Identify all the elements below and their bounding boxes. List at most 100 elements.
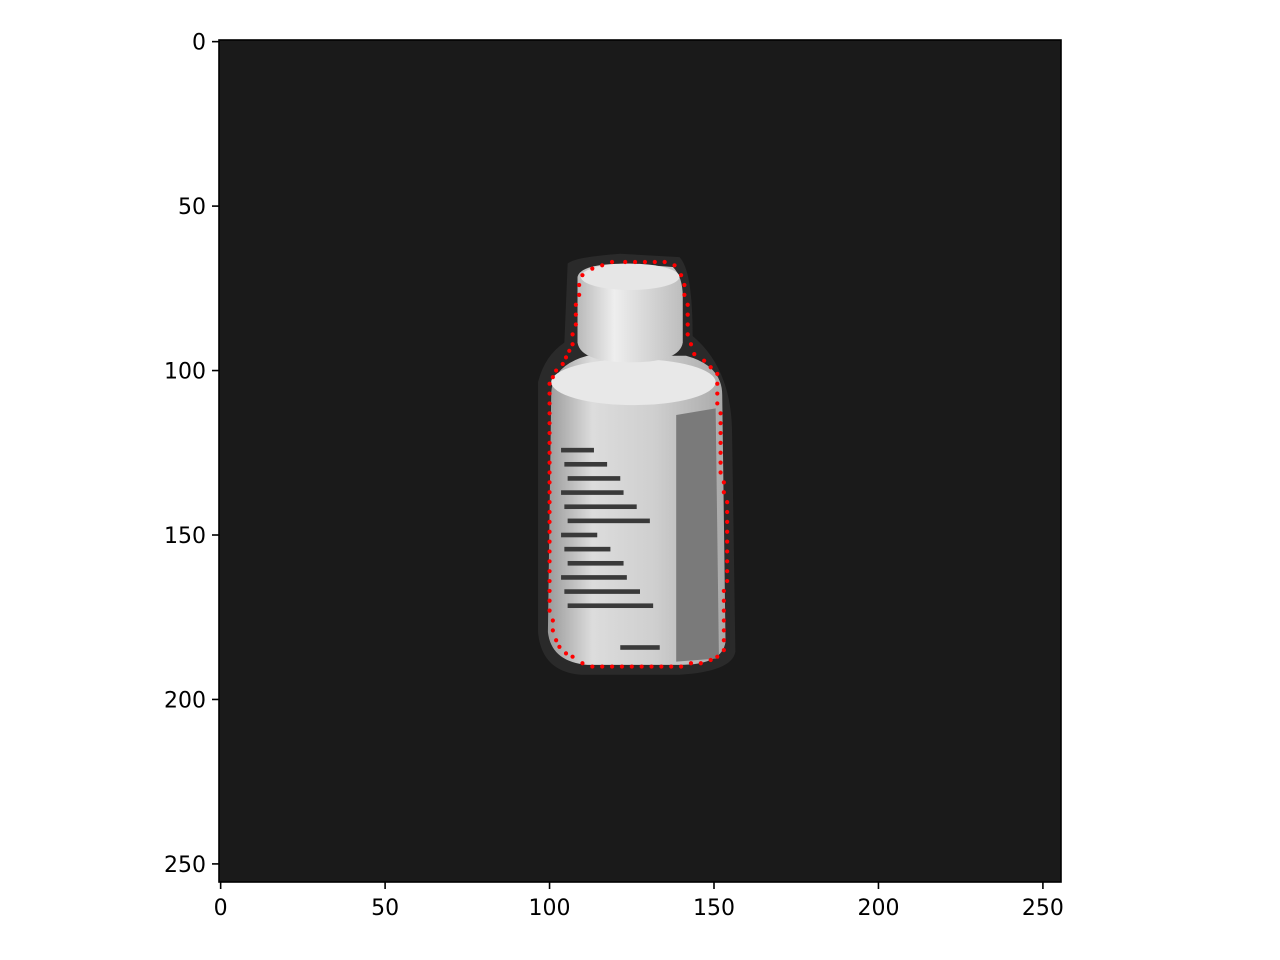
contour-point: [547, 598, 552, 603]
contour-point: [721, 618, 726, 623]
contour-point: [560, 361, 565, 367]
contour-point: [725, 549, 730, 554]
contour-point: [685, 332, 690, 337]
contour-point: [550, 628, 555, 633]
contour-point: [580, 661, 585, 666]
contour-point: [547, 519, 552, 524]
contour-point: [547, 480, 552, 485]
contour-point: [547, 411, 552, 416]
contour-point: [642, 259, 648, 265]
bottle-group: [538, 253, 736, 675]
contour-point: [721, 648, 726, 653]
contour-point: [573, 302, 578, 307]
contour-point: [573, 312, 578, 317]
contour-point: [685, 322, 690, 327]
contour-point: [718, 411, 723, 416]
x-tick-label: 0: [214, 896, 228, 921]
contour-point: [725, 509, 730, 515]
contour-point: [721, 480, 726, 485]
contour-point: [547, 490, 552, 495]
contour-point: [547, 460, 552, 465]
contour-point: [708, 657, 713, 663]
label-line: [561, 532, 598, 538]
y-tick-label: 50: [178, 195, 206, 220]
contour-point: [662, 259, 667, 265]
contour-point: [685, 302, 690, 307]
contour-point: [563, 355, 569, 360]
contour-point: [702, 358, 707, 363]
contour-point: [725, 529, 730, 534]
label-line: [561, 490, 624, 495]
label-text: [561, 447, 660, 650]
contour-point: [685, 312, 690, 317]
y-tick-label: 150: [164, 524, 206, 549]
contour-points: [547, 259, 730, 669]
contour-point: [725, 578, 730, 584]
contour-point: [547, 450, 552, 455]
contour-point: [725, 569, 730, 574]
contour-point: [623, 259, 628, 265]
contour-point: [688, 342, 694, 347]
contour-point: [659, 664, 664, 669]
bottle-cap: [577, 263, 683, 363]
contour-point: [590, 664, 595, 669]
contour-point: [600, 664, 605, 669]
contour-point: [692, 352, 697, 357]
contour-point: [682, 282, 687, 288]
cap-top: [580, 263, 680, 290]
label-line: [564, 461, 608, 467]
label-line: [620, 645, 660, 650]
contour-point: [718, 470, 723, 475]
y-axis: 0 50 100 150 200 250: [164, 31, 219, 878]
contour-point: [547, 470, 552, 475]
contour-point: [679, 664, 684, 669]
side-panel: [676, 408, 719, 662]
contour-point: [550, 375, 555, 380]
contour-point: [563, 651, 569, 656]
label-line: [561, 447, 594, 453]
contour-point: [547, 440, 552, 446]
contour-point: [547, 421, 552, 426]
label-line: [564, 589, 640, 594]
contour-point: [554, 368, 559, 373]
label-line: [561, 575, 627, 580]
label-line: [567, 476, 621, 481]
bottle-shoulder: [551, 359, 716, 406]
contour-point: [698, 661, 703, 666]
contour-point: [715, 654, 720, 659]
contour-point: [557, 644, 562, 649]
x-tick-label: 200: [857, 896, 899, 921]
label-line: [567, 560, 624, 566]
contour-point: [649, 664, 654, 669]
contour-point: [679, 273, 684, 278]
contour-point: [718, 460, 723, 465]
x-tick-label: 50: [371, 896, 399, 921]
contour-point: [609, 664, 615, 669]
contour-point: [718, 430, 723, 436]
contour-point: [639, 664, 644, 669]
contour-point: [629, 664, 634, 669]
contour-point: [577, 292, 582, 298]
contour-point: [547, 509, 552, 515]
contour-point: [547, 539, 552, 544]
contour-point: [632, 259, 638, 265]
contour-point: [600, 263, 605, 268]
contour-point: [547, 569, 552, 574]
bottle-image: [538, 253, 736, 675]
contour-point: [547, 381, 552, 386]
contour-point: [550, 618, 555, 623]
contour-point: [570, 332, 575, 337]
y-tick-label: 250: [164, 853, 206, 878]
x-tick-label: 250: [1022, 896, 1064, 921]
contour-point: [590, 266, 595, 271]
contour-point: [547, 559, 552, 564]
contour-point: [570, 342, 575, 347]
contour-point: [721, 608, 726, 613]
contour-point: [580, 273, 585, 278]
contour-point: [721, 588, 726, 594]
contour-point: [652, 259, 657, 265]
contour-point: [708, 365, 713, 370]
contour-point: [725, 500, 730, 505]
contour-point: [715, 371, 720, 376]
plot-area: [218, 39, 1062, 883]
